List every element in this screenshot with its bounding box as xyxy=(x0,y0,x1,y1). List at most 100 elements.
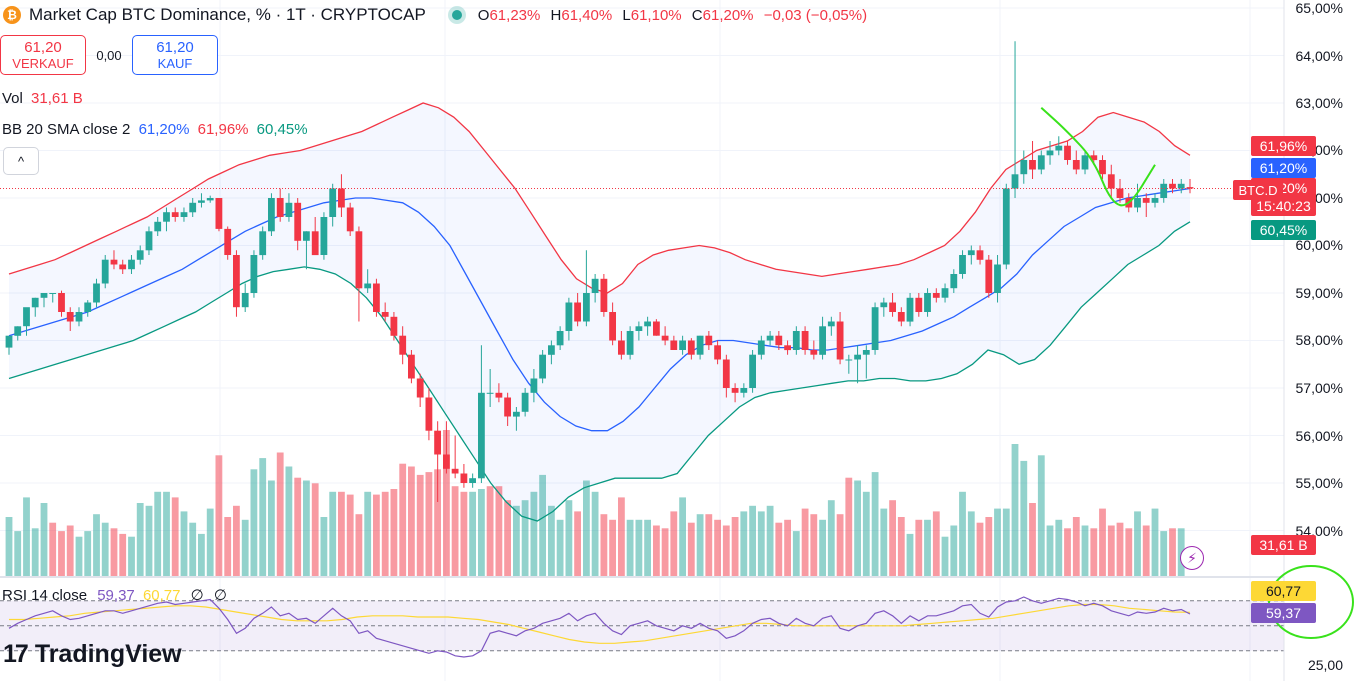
rsi-legend[interactable]: RSI 14 close 59,37 60,77 ∅ ∅ xyxy=(2,587,227,604)
volume-bar xyxy=(469,491,476,576)
candle xyxy=(1029,141,1036,179)
volume-bar xyxy=(495,486,503,576)
volume-bar xyxy=(976,522,984,576)
volume-bar xyxy=(801,508,809,576)
candle xyxy=(425,388,433,441)
candle xyxy=(1072,150,1080,175)
axis-tick: 59,00% xyxy=(1295,285,1343,301)
candle xyxy=(303,231,310,270)
candle xyxy=(180,207,188,222)
bitcoin-icon: ₿ xyxy=(3,6,21,24)
volume-bar xyxy=(530,491,538,576)
volume-bar xyxy=(994,508,1001,576)
volume-bar xyxy=(84,531,92,576)
candle xyxy=(40,293,48,308)
candle xyxy=(714,340,721,365)
candle xyxy=(163,207,170,232)
drawn-annotation-curve[interactable] xyxy=(1040,107,1156,207)
volume-bar xyxy=(206,508,214,576)
candle xyxy=(731,383,739,403)
volume-bar xyxy=(1081,525,1089,576)
volume-bar xyxy=(618,497,625,576)
volume-bar xyxy=(714,519,721,576)
candle xyxy=(661,326,669,346)
axis-tick: 60,00% xyxy=(1295,237,1343,253)
volume-bar xyxy=(119,533,127,576)
bb-upper-label: 61,96% xyxy=(1251,136,1316,156)
volume-bar xyxy=(871,472,879,576)
candle xyxy=(889,293,896,317)
volume-bar xyxy=(390,489,398,576)
chart-header: ₿ Market Cap BTC Dominance, % · 1T · CRY… xyxy=(0,0,873,30)
volume-bar xyxy=(915,519,923,576)
volume-legend[interactable]: Vol 31,61 B xyxy=(2,90,83,107)
volume-bar xyxy=(1169,528,1176,576)
tradingview-logo[interactable]: 17 TradingView xyxy=(3,640,182,668)
candle xyxy=(653,319,660,336)
volume-bar xyxy=(163,491,170,576)
candle xyxy=(670,335,678,350)
volume-bar xyxy=(364,491,372,576)
volume-bar xyxy=(591,491,599,576)
volume-bar xyxy=(1011,444,1019,576)
volume-bar xyxy=(1020,460,1028,576)
bollinger-basis-line xyxy=(8,187,1191,432)
volume-bar xyxy=(906,533,914,576)
candle xyxy=(364,269,372,293)
candle xyxy=(819,316,826,360)
volume-bar xyxy=(259,458,267,576)
candle xyxy=(93,278,100,308)
candle xyxy=(101,255,109,289)
volume-bar xyxy=(548,505,555,576)
volume-bar xyxy=(932,511,940,576)
volume-bar xyxy=(268,480,275,576)
candle xyxy=(171,207,179,222)
buy-button[interactable]: 61,20 KAUF xyxy=(132,35,218,75)
trade-buttons: 61,20 VERKAUF 0,00 61,20 KAUF xyxy=(0,35,218,75)
volume-bar xyxy=(486,486,494,576)
market-status-icon[interactable] xyxy=(451,10,462,20)
candle xyxy=(722,354,730,398)
symbol-title[interactable]: Market Cap BTC Dominance, % · 1T · CRYPT… xyxy=(29,5,426,24)
candle xyxy=(1107,164,1115,198)
candle xyxy=(198,193,205,208)
volume-bar xyxy=(1151,508,1159,576)
volume-bar xyxy=(880,508,888,576)
volume-bar xyxy=(93,514,100,576)
candle xyxy=(49,293,57,303)
bb-legend[interactable]: BB 20 SMA close 2 61,20% 61,96% 60,45% xyxy=(2,121,308,138)
candle xyxy=(565,297,573,341)
volume-bar xyxy=(443,430,450,576)
volume-bar xyxy=(40,503,48,576)
volume-bar xyxy=(1116,522,1124,576)
sell-button[interactable]: 61,20 VERKAUF xyxy=(0,35,86,75)
bollinger-lower-line xyxy=(8,221,1191,522)
candle xyxy=(355,226,363,322)
candle xyxy=(338,174,345,217)
bar-countdown: 15:40:23 xyxy=(1256,198,1311,214)
candle xyxy=(5,335,13,355)
volume-bar xyxy=(644,519,651,576)
volume-bar xyxy=(967,511,975,576)
candle xyxy=(1160,179,1168,203)
candle xyxy=(1064,141,1071,165)
volume-bar xyxy=(775,522,783,576)
volume-bar xyxy=(355,514,363,576)
volume-bar xyxy=(687,522,695,576)
candle xyxy=(154,217,162,236)
volume-bar xyxy=(1160,531,1168,576)
volume-bar xyxy=(740,511,748,576)
candle xyxy=(775,331,783,350)
lightning-icon[interactable]: ⚡ xyxy=(1180,546,1204,570)
volume-bar xyxy=(810,514,818,576)
candle xyxy=(1055,136,1063,156)
candle xyxy=(233,250,240,317)
volume-bar xyxy=(513,505,520,576)
candle xyxy=(311,217,319,256)
rsi-axis-tick: 25,00 xyxy=(1307,657,1343,673)
candle xyxy=(618,331,625,360)
candle xyxy=(1177,179,1185,194)
collapse-legend-button[interactable]: ^ xyxy=(3,147,39,175)
rsi-band-background xyxy=(0,600,1284,651)
